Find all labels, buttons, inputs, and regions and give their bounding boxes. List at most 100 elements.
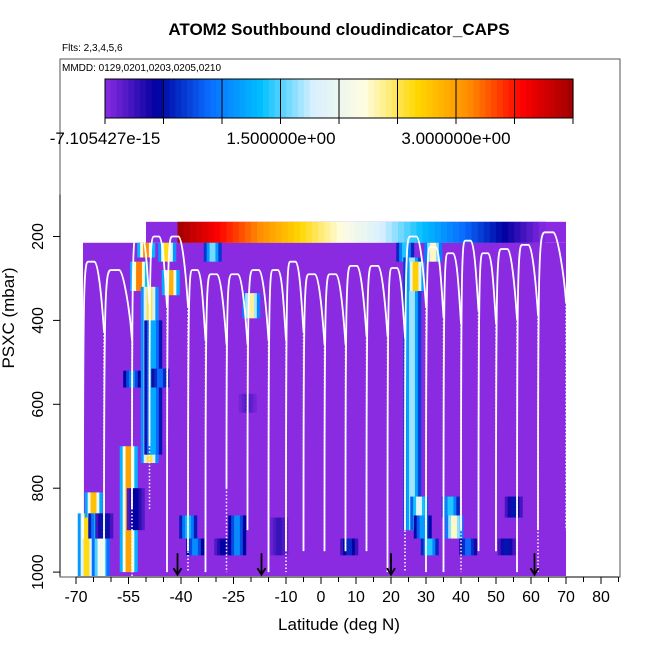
cloud-cell [153, 320, 157, 455]
cloud-cell [453, 496, 457, 518]
y-tick-label: 800 [30, 475, 47, 502]
cloud-cell [509, 538, 513, 556]
top-gradient-cell [508, 221, 515, 243]
cloud-cell [140, 242, 144, 258]
top-gradient-cell [367, 221, 375, 243]
cloud-cell [164, 242, 168, 262]
cloud-cell [426, 538, 430, 556]
flight-profile [246, 269, 270, 531]
top-gradient-cell [422, 221, 430, 243]
colorbar-swatch [526, 79, 533, 118]
cloud-cell [83, 513, 87, 576]
cloud-cell [134, 370, 139, 388]
flight-profile [82, 260, 105, 539]
top-gradient-cell [385, 221, 393, 243]
cloud-cell [445, 515, 449, 539]
cloud-cell [179, 515, 183, 539]
cloud-cell [215, 242, 219, 262]
top-gradient-cell [496, 221, 503, 243]
cloud-cell [253, 393, 257, 413]
cloud-cell [237, 515, 241, 556]
cloud-cell [158, 242, 162, 262]
cloud-cell [144, 261, 149, 292]
sounding-arrows [172, 553, 540, 577]
y-tick-label: 400 [30, 307, 47, 334]
cloud-cell [470, 538, 475, 556]
top-gradient-cell [287, 221, 295, 243]
cloud-cell [80, 513, 85, 576]
cloud-cell [396, 242, 400, 262]
cloud-cell [130, 261, 134, 292]
colorbar-swatch [485, 79, 492, 118]
top-gradient-cell [238, 221, 246, 243]
x-tick-label: 10 [347, 589, 365, 606]
cloud-cell [421, 496, 426, 531]
cloud-cell [406, 257, 410, 531]
cloud-cell [454, 515, 458, 539]
cloud-cell [141, 261, 146, 292]
cloud-cell [456, 515, 461, 539]
x-tick-label: 0 [317, 589, 326, 606]
cloud-cell [200, 538, 205, 556]
cloud-cell [425, 515, 429, 539]
colorbar-swatch [110, 79, 118, 118]
cloud-cell [154, 368, 158, 388]
top-gradient-cell [440, 221, 448, 243]
cloud-cell [209, 242, 213, 262]
top-gradient-cell [489, 221, 497, 243]
cloud-cell [157, 368, 161, 388]
cloud-cell [410, 496, 414, 531]
cloud-cell [503, 538, 507, 556]
cloud-cell [413, 496, 417, 531]
colorbar-swatch [514, 79, 521, 118]
top-gradient-cell [324, 221, 332, 243]
colorbar-swatch [292, 79, 299, 118]
cloud-cell [132, 370, 136, 388]
cloud-cell [95, 513, 99, 539]
colorbar-swatch [145, 79, 153, 118]
cloud-cell [203, 242, 208, 262]
top-gradient-cell [520, 221, 528, 243]
top-gradient-cell [477, 221, 485, 243]
cloud-cell [228, 515, 232, 556]
cloud-cell [94, 538, 99, 576]
flight-profile [344, 264, 368, 552]
top-gradient-cell [471, 221, 479, 243]
flight-profile [516, 243, 539, 573]
colorbar-swatch [368, 79, 375, 118]
colorbar-swatch [420, 79, 428, 118]
cloud-cell [167, 270, 171, 296]
cloud-cell [354, 538, 359, 556]
y-tick-label: 1000 [30, 554, 47, 590]
colorbar-swatch [520, 79, 527, 118]
cloud-cell [497, 538, 502, 556]
cloud-cell [516, 496, 520, 518]
cloud-cell [450, 496, 454, 518]
cloud-cell [90, 492, 94, 518]
cloud-cell [433, 242, 437, 262]
cloud-cell [169, 242, 174, 262]
flight-profile [131, 233, 151, 510]
cloud-cell [247, 393, 251, 413]
cloud-cell [155, 320, 160, 455]
flight-profile [225, 273, 249, 489]
colorbar-swatch [385, 79, 393, 118]
cloud-cell [100, 538, 104, 576]
cloud-cell [98, 513, 102, 539]
top-gradient-cell [300, 221, 307, 243]
top-gradient-cell [208, 221, 215, 243]
colorbar-swatch [239, 79, 246, 118]
cloud-cell [192, 538, 196, 556]
colorbar-swatch [157, 79, 165, 118]
top-gradient-cell [361, 221, 368, 243]
colorbar-swatch [186, 79, 194, 118]
cloud-cell [416, 515, 421, 539]
cloud-cell [399, 242, 403, 262]
cloud-cell [256, 293, 261, 319]
cloud-cell [244, 393, 248, 413]
cloud-cell [218, 242, 222, 262]
cloud-cell [151, 368, 155, 388]
cloud-cell [137, 242, 141, 258]
top-gradient-cell [312, 221, 319, 243]
flight-profile [404, 235, 427, 531]
